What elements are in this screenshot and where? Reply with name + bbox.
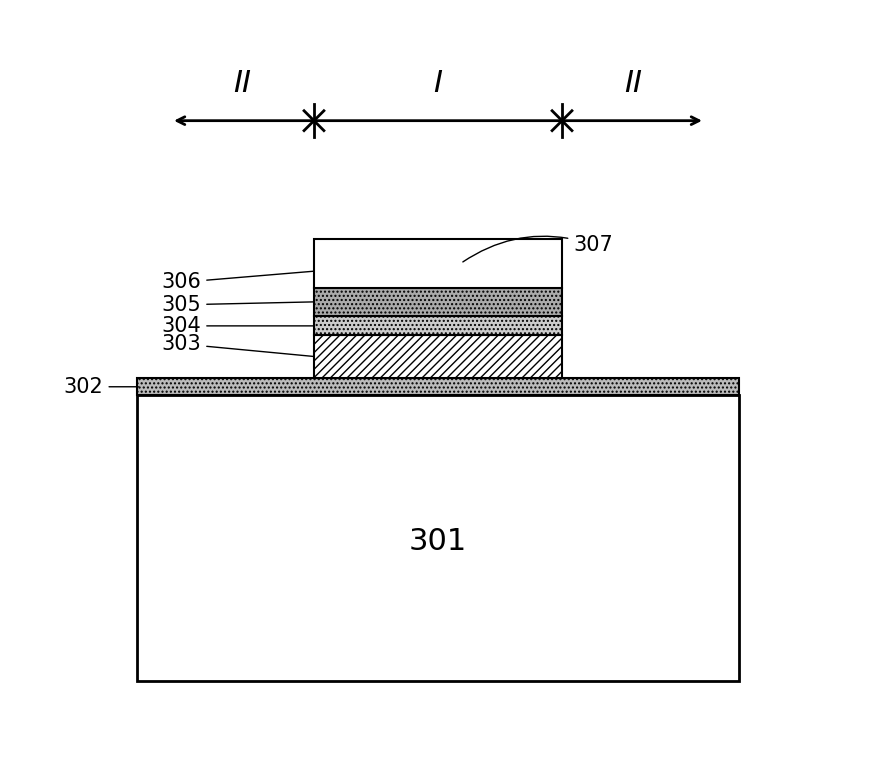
Text: 303: 303	[161, 334, 314, 356]
Text: 305: 305	[161, 295, 314, 315]
Bar	[314, 287, 562, 316]
Text: II: II	[625, 69, 642, 98]
Text: 302: 302	[64, 377, 138, 397]
Text: 301: 301	[409, 527, 467, 556]
Text: I: I	[434, 69, 442, 98]
Text: 304: 304	[161, 316, 314, 336]
Text: II: II	[234, 69, 251, 98]
Text: 306: 306	[161, 271, 314, 293]
Bar	[314, 316, 562, 335]
Text: 307: 307	[463, 235, 613, 262]
Bar	[314, 335, 562, 378]
Bar	[138, 395, 738, 681]
Bar	[314, 239, 562, 287]
Bar	[138, 378, 738, 395]
